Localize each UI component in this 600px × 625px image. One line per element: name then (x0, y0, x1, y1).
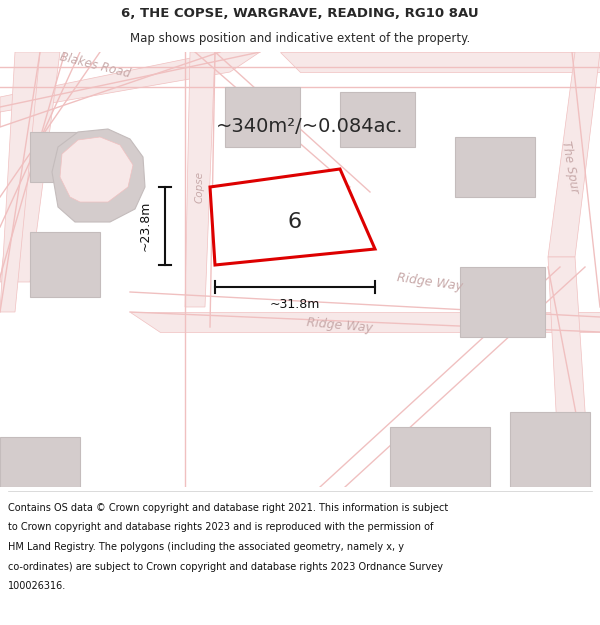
Text: ~23.8m: ~23.8m (139, 201, 151, 251)
Text: co-ordinates) are subject to Crown copyright and database rights 2023 Ordnance S: co-ordinates) are subject to Crown copyr… (8, 561, 443, 571)
Text: ~340m²/~0.084ac.: ~340m²/~0.084ac. (216, 118, 404, 136)
Text: Ridge Way: Ridge Way (307, 316, 374, 334)
Polygon shape (30, 232, 100, 297)
Text: to Crown copyright and database rights 2023 and is reproduced with the permissio: to Crown copyright and database rights 2… (8, 522, 433, 532)
Polygon shape (30, 132, 100, 182)
Polygon shape (60, 137, 133, 202)
Text: Contains OS data © Crown copyright and database right 2021. This information is : Contains OS data © Crown copyright and d… (8, 503, 448, 513)
Polygon shape (0, 52, 40, 312)
Text: 6: 6 (288, 213, 302, 232)
Text: Map shows position and indicative extent of the property.: Map shows position and indicative extent… (130, 32, 470, 45)
Polygon shape (52, 129, 145, 222)
Polygon shape (130, 312, 600, 332)
Text: HM Land Registry. The polygons (including the associated geometry, namely x, y: HM Land Registry. The polygons (includin… (8, 542, 404, 552)
Polygon shape (0, 52, 600, 487)
Polygon shape (0, 52, 60, 282)
Polygon shape (510, 412, 590, 487)
Text: ~31.8m: ~31.8m (270, 299, 320, 311)
Polygon shape (548, 257, 590, 487)
Polygon shape (0, 437, 80, 487)
Text: 6, THE COPSE, WARGRAVE, READING, RG10 8AU: 6, THE COPSE, WARGRAVE, READING, RG10 8A… (121, 7, 479, 20)
Polygon shape (185, 52, 215, 307)
Polygon shape (0, 52, 260, 127)
Text: Ridge Way: Ridge Way (396, 271, 464, 293)
Text: 100026316.: 100026316. (8, 581, 66, 591)
Polygon shape (340, 92, 415, 147)
Polygon shape (455, 137, 535, 197)
Text: The Spur: The Spur (559, 140, 581, 194)
Polygon shape (390, 427, 490, 487)
Polygon shape (210, 169, 375, 265)
Polygon shape (280, 52, 600, 72)
Polygon shape (225, 87, 300, 147)
Text: Blakes Road: Blakes Road (58, 50, 132, 80)
Polygon shape (460, 267, 545, 337)
Text: Copse: Copse (195, 171, 205, 203)
Polygon shape (548, 52, 600, 257)
